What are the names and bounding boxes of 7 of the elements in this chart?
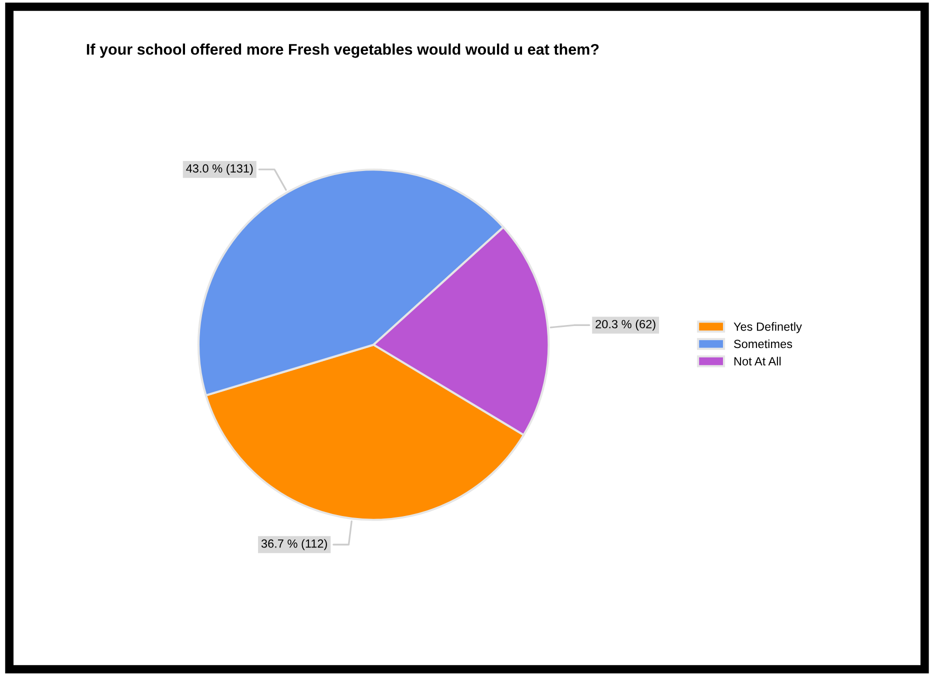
legend-label: Sometimes — [734, 339, 792, 348]
legend-label: Yes Definetly — [734, 322, 802, 334]
chart-title: If your school offered more Fresh vegetables would would u eat them? — [86, 44, 599, 58]
data-label: 43.0 % (131) — [186, 164, 253, 175]
data-label: 36.7 % (112) — [261, 539, 327, 550]
data-label: 20.3 % (62) — [596, 320, 656, 331]
legend-label: Not At All — [734, 356, 781, 366]
